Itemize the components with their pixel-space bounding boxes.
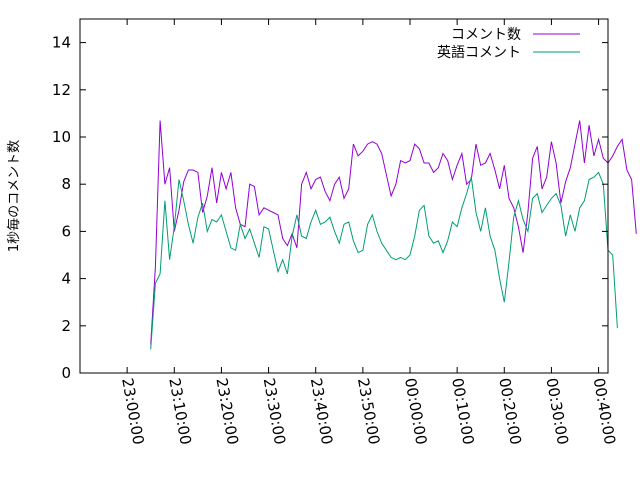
series-layer bbox=[150, 120, 637, 350]
legend-label-2: 英語コメント bbox=[437, 44, 521, 61]
plot-frame bbox=[79, 18, 609, 374]
legend-label-1: コメント数 bbox=[451, 27, 521, 43]
y-axis-label: 1秒毎のコメント数 bbox=[6, 140, 22, 252]
series-line-1 bbox=[150, 120, 637, 345]
y-tick-label: 10 bbox=[52, 128, 71, 146]
y-tick-label: 8 bbox=[61, 175, 71, 193]
y-tick-label: 0 bbox=[61, 364, 71, 382]
series-line-2 bbox=[150, 171, 618, 350]
y-tick-label: 14 bbox=[52, 34, 71, 52]
y-tick-label: 6 bbox=[61, 222, 71, 240]
y-tick-label: 4 bbox=[61, 270, 71, 288]
y-tick-label: 12 bbox=[52, 81, 71, 99]
y-tick-label: 2 bbox=[61, 317, 71, 335]
